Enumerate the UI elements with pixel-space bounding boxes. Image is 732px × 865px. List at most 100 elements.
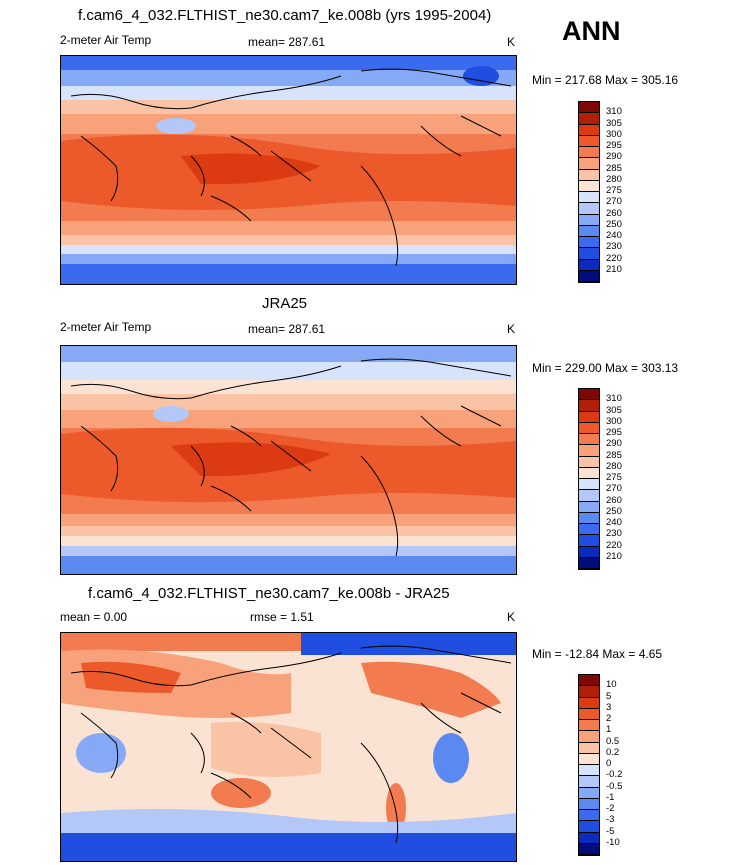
panel-2-minmax: Min = 229.00 Max = 303.13: [532, 361, 679, 375]
colorbar-box: [579, 467, 599, 479]
colorbar-box: [579, 821, 599, 833]
colorbar-tick-label: 250: [606, 218, 622, 230]
season-label: ANN: [562, 16, 621, 46]
colorbar-box: [579, 169, 599, 181]
panel-2-units: K: [507, 322, 516, 336]
colorbar-box: [579, 456, 599, 468]
colorbar-tick-label: 3: [606, 701, 612, 713]
colorbar-box: [579, 248, 599, 260]
colorbar-box: [579, 259, 599, 271]
colorbar-box: [579, 512, 599, 524]
colorbar-tick-label: 290: [606, 151, 622, 163]
colorbar-box: [579, 158, 599, 170]
colorbar-tick-label: 275: [606, 185, 622, 196]
colorbar-tick-label: 240: [606, 517, 622, 528]
colorbar-tick-label: 2: [606, 713, 612, 724]
colorbar-tick-label: 210: [606, 263, 622, 275]
panel-3-map: [60, 632, 517, 862]
colorbar-tick-label: -2: [606, 803, 615, 814]
colorbar-box: [579, 708, 599, 720]
panel-1-map-field: [61, 56, 516, 284]
colorbar-box: [579, 675, 599, 687]
colorbar-tick-label: 5: [606, 690, 612, 702]
colorbar-box: [579, 686, 599, 698]
colorbar-tick-label: 310: [606, 393, 622, 405]
colorbar-tick-label: 10: [606, 679, 617, 691]
colorbar-box: [579, 753, 599, 765]
colorbar-box: [579, 180, 599, 192]
colorbar-box: [579, 203, 599, 215]
colorbar-box: [579, 400, 599, 412]
colorbar-box: [579, 832, 599, 844]
panel-3-colorbar: [578, 674, 600, 856]
colorbar-tick-label: 0: [606, 758, 612, 769]
colorbar-box: [579, 720, 599, 732]
panel-2-mean-label: mean= 287.61: [248, 322, 326, 336]
colorbar-box: [579, 389, 599, 401]
colorbar-box: [579, 225, 599, 237]
colorbar-box: [579, 479, 599, 491]
colorbar-box: [579, 810, 599, 822]
colorbar-box: [579, 214, 599, 226]
colorbar-tick-label: 295: [606, 427, 622, 438]
colorbar-box: [579, 787, 599, 799]
panel-3-minmax: Min = -12.84 Max = 4.65: [532, 647, 663, 661]
colorbar-tick-label: 0.2: [606, 746, 620, 758]
panel-1-variable-label: 2-meter Air Temp: [60, 33, 152, 47]
panel-1-map: [60, 55, 517, 285]
colorbar-tick-label: 220: [606, 252, 622, 264]
colorbar-tick-label: 305: [606, 117, 622, 129]
colorbar-tick-label: 270: [606, 196, 622, 208]
colorbar-tick-label: -3: [606, 814, 615, 826]
colorbar-tick-label: -10: [606, 836, 620, 848]
colorbar-box: [579, 742, 599, 754]
panel-1-colorbar: [578, 101, 600, 283]
colorbar-box: [579, 237, 599, 249]
colorbar-tick-label: 280: [606, 460, 622, 472]
panel-3-map-field: [61, 633, 516, 861]
colorbar-box: [579, 113, 599, 125]
colorbar-tick-label: 230: [606, 528, 622, 540]
colorbar-box: [579, 697, 599, 709]
colorbar-box: [579, 798, 599, 810]
colorbar-box: [579, 411, 599, 423]
colorbar-tick-label: 290: [606, 438, 622, 450]
panel-1-mean-label: mean= 287.61: [248, 35, 326, 49]
colorbar-tick-label: 1: [606, 724, 612, 736]
panel-2-map: [60, 345, 517, 575]
colorbar-tick-label: -5: [606, 825, 615, 837]
colorbar-box: [579, 192, 599, 204]
colorbar-box: [579, 776, 599, 788]
colorbar-box: [579, 765, 599, 777]
colorbar-box: [579, 124, 599, 136]
colorbar-tick-label: 300: [606, 415, 622, 427]
colorbar-tick-label: 280: [606, 173, 622, 185]
panel-1-title: f.cam6_4_032.FLTHIST_ne30.cam7_ke.008b (…: [78, 7, 492, 24]
colorbar-box: [579, 445, 599, 457]
colorbar-tick-label: 260: [606, 207, 622, 219]
colorbar-tick-label: -1: [606, 791, 615, 803]
colorbar-tick-label: 260: [606, 494, 622, 506]
colorbar-box: [579, 501, 599, 513]
colorbar-box: [579, 422, 599, 434]
colorbar-tick-label: -0.2: [606, 769, 623, 781]
colorbar-box: [579, 102, 599, 114]
colorbar-tick-label: 230: [606, 241, 622, 253]
colorbar-box: [579, 557, 599, 569]
panel-3-title: f.cam6_4_032.FLTHIST_ne30.cam7_ke.008b -…: [88, 585, 450, 602]
colorbar-box: [579, 843, 599, 855]
colorbar-tick-label: 285: [606, 162, 622, 174]
colorbar-box: [579, 270, 599, 282]
panel-2-colorbar: [578, 388, 600, 570]
colorbar-tick-label: 250: [606, 505, 622, 517]
colorbar-box: [579, 490, 599, 502]
colorbar-tick-label: 0.5: [606, 735, 620, 747]
colorbar-tick-label: 305: [606, 404, 622, 416]
panel-2-map-field: [61, 346, 516, 574]
panel-3-mean-label: mean = 0.00: [60, 610, 128, 624]
colorbar-tick-label: 285: [606, 449, 622, 461]
panel-3-units: K: [507, 610, 516, 624]
colorbar-box: [579, 434, 599, 446]
panel-1-minmax: Min = 217.68 Max = 305.16: [532, 73, 679, 87]
colorbar-tick-label: 270: [606, 483, 622, 495]
